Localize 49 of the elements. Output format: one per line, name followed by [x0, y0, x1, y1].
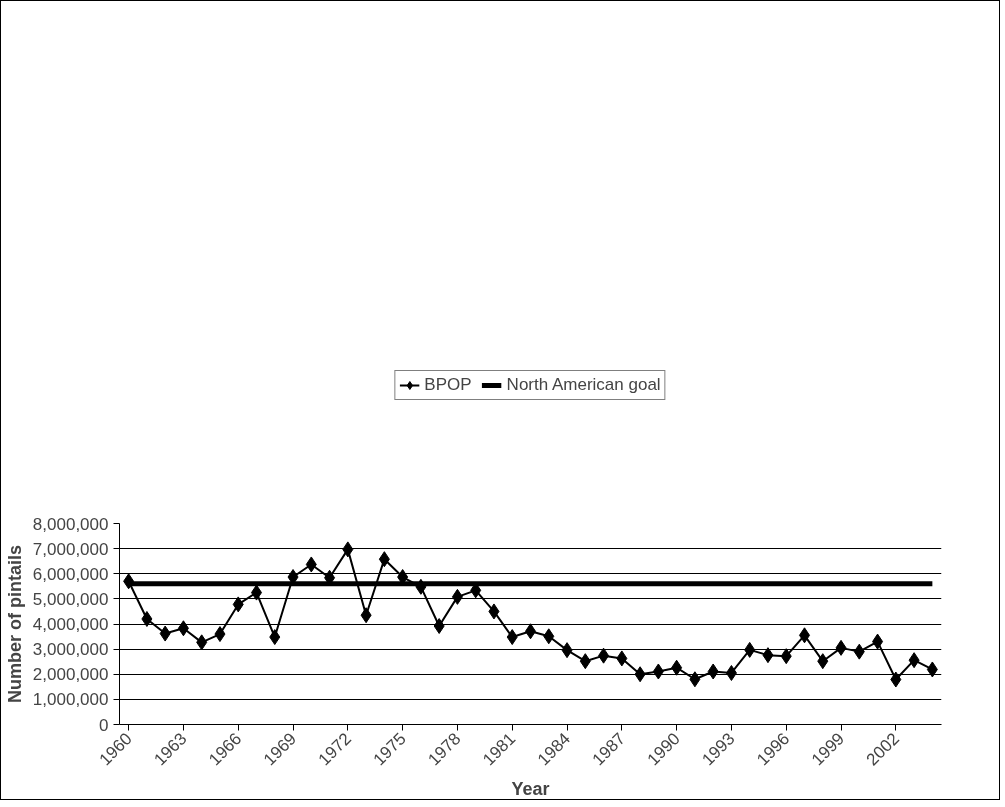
y-tick-label: 1,000,000	[32, 690, 109, 710]
point	[579, 653, 591, 670]
y-tick-label: 6,000,000	[32, 564, 109, 584]
point	[725, 664, 737, 681]
y-tick-label: 4,000,000	[32, 615, 109, 634]
point	[488, 603, 500, 620]
point	[652, 663, 664, 680]
y-tick-label: 5,000,000	[32, 589, 109, 609]
point	[543, 628, 555, 645]
x-axis-title: Year	[511, 778, 550, 799]
point	[196, 634, 208, 651]
y-tick-label: 3,000,000	[32, 640, 109, 660]
point	[378, 551, 390, 568]
point	[762, 647, 774, 664]
point	[506, 629, 518, 646]
y-tick-label: 8,000,000	[32, 514, 109, 534]
point	[232, 596, 244, 613]
point	[360, 607, 372, 624]
point	[853, 643, 865, 660]
point	[926, 661, 938, 678]
point	[817, 653, 829, 670]
point	[835, 639, 847, 656]
point	[159, 625, 171, 642]
point	[744, 641, 756, 658]
point	[671, 659, 683, 676]
y-tick-label: 0	[99, 715, 109, 735]
point	[561, 642, 573, 659]
legend-label: BPOP	[424, 375, 472, 395]
point	[214, 626, 226, 643]
point	[689, 671, 701, 688]
point	[451, 588, 463, 605]
y-tick-label: 7,000,000	[32, 539, 109, 559]
point	[598, 647, 610, 664]
point	[305, 556, 317, 573]
y-tick-label: 2,000,000	[32, 665, 109, 685]
point	[780, 648, 792, 665]
point	[141, 610, 153, 627]
legend-label: North American goal	[506, 375, 661, 395]
point	[890, 671, 902, 688]
point	[908, 652, 920, 669]
point	[177, 620, 189, 637]
point	[616, 650, 628, 667]
point	[269, 629, 281, 646]
point	[433, 618, 445, 635]
y-axis-title: Number of pintails	[4, 544, 25, 703]
point	[634, 666, 646, 683]
point	[872, 633, 884, 650]
point	[707, 663, 719, 680]
point	[342, 541, 354, 558]
